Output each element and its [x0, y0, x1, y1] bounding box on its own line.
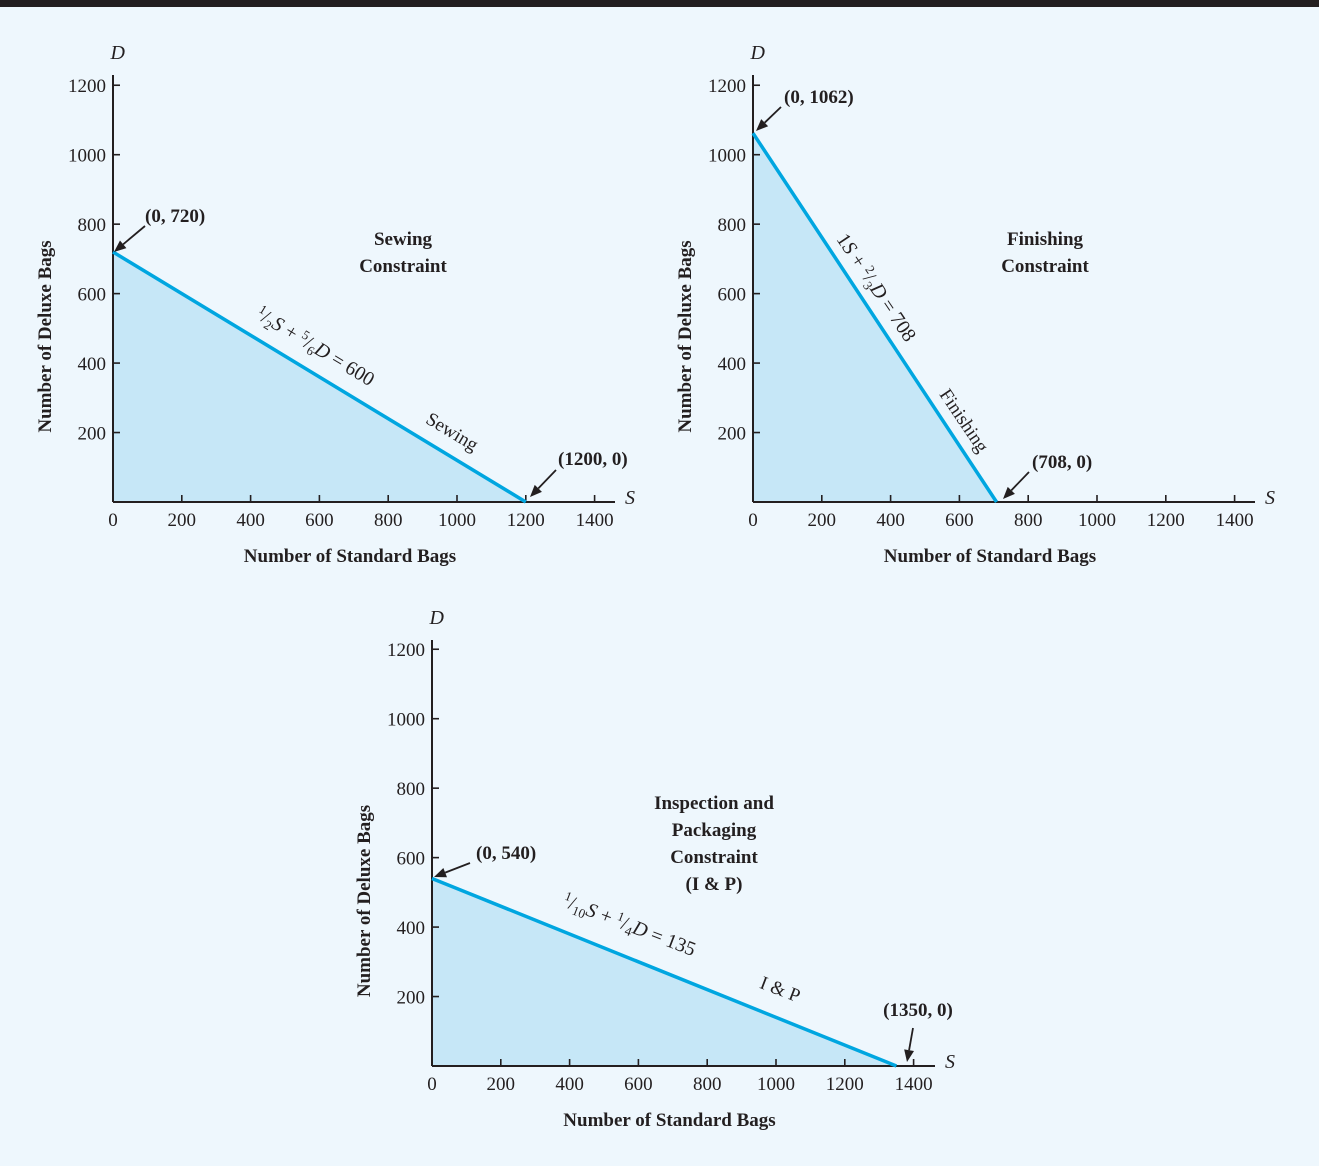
intercept-arrow-shaft [537, 469, 557, 489]
intercept-arrow-head [530, 484, 542, 497]
x-axis-title: Number of Standard Bags [563, 1110, 775, 1131]
equation-fraction-num: 1 [615, 908, 626, 924]
x-tick-label: 1000 [1078, 510, 1116, 531]
equation-rhs: = 135 [643, 922, 699, 961]
equation-fraction-den: 4 [623, 923, 635, 940]
chart-2: 0 200 400 600 800 1000 1200 1400 200 400 600 800 100… [675, 42, 1275, 567]
x-axis-variable: S [625, 487, 635, 509]
y-axis-title: Number of Deluxe Bags [35, 240, 56, 432]
x-tick-label: 800 [693, 1074, 722, 1095]
intercept-label: (708, 0) [1032, 452, 1092, 473]
x-tick-label: 0 [748, 510, 758, 531]
y-tick-label: 1000 [68, 146, 106, 167]
y-tick-label: 1200 [68, 76, 106, 97]
x-tick-label: 1400 [1216, 510, 1254, 531]
x-tick-label: 1200 [1147, 510, 1185, 531]
intercept-arrow-head [1003, 486, 1015, 499]
intercept-arrow-head [114, 240, 127, 252]
x-tick-label: 200 [808, 510, 837, 531]
intercept-label: (1350, 0) [883, 1000, 953, 1021]
intercept-arrow-shaft [908, 1027, 914, 1051]
intercept-label: (0, 540) [476, 843, 536, 864]
x-tick-label: 0 [108, 510, 118, 531]
top-bar [0, 0, 1319, 7]
constraint-line [751, 132, 999, 503]
x-tick-label: 1000 [438, 510, 476, 531]
intercept-arrow-head [904, 1049, 915, 1062]
x-axis-title: Number of Standard Bags [884, 546, 1096, 567]
constraint-line [112, 250, 527, 504]
chart-title-line: Constraint [359, 256, 447, 277]
equation-fraction-den: 10 [570, 903, 588, 922]
y-tick-label: 800 [78, 215, 107, 236]
x-tick-label: 600 [305, 510, 334, 531]
y-tick-label: 800 [397, 779, 426, 800]
x-tick-label: 200 [487, 1074, 516, 1095]
y-tick-label: 1000 [708, 146, 746, 167]
constraint-line [431, 876, 898, 1068]
y-tick-label: 1200 [708, 76, 746, 97]
y-axis-title: Number of Deluxe Bags [675, 240, 696, 432]
intercept-arrow-shaft [764, 106, 782, 124]
y-tick-label: 600 [397, 849, 426, 870]
x-tick-label: 400 [236, 510, 265, 531]
x-axis-variable: S [1265, 487, 1275, 509]
x-tick-label: 1400 [576, 510, 614, 531]
x-tick-label: 400 [876, 510, 905, 531]
x-axis-variable: S [945, 1051, 955, 1073]
chart-title-line: Sewing [374, 229, 433, 250]
intercept-label: (0, 1062) [784, 87, 854, 108]
intercept-arrow-shaft [122, 225, 146, 245]
x-tick-label: 0 [427, 1074, 437, 1095]
y-axis-variable: D [750, 42, 766, 64]
x-tick-label: 800 [374, 510, 403, 531]
x-tick-label: 600 [624, 1074, 653, 1095]
x-tick-label: 1000 [757, 1074, 795, 1095]
chart-1: 0 200 400 600 800 1000 1200 1400 200 400 600 800 100… [35, 42, 635, 567]
y-tick-label: 600 [718, 285, 747, 306]
x-tick-label: 400 [555, 1074, 584, 1095]
intercept-label: (1200, 0) [558, 449, 628, 470]
y-tick-label: 400 [397, 918, 426, 939]
chart-title-line: Constraint [670, 847, 758, 868]
constraint-line-name: I & P [757, 973, 803, 1007]
chart-title-line: Packaging [672, 820, 757, 841]
y-tick-label: 800 [718, 215, 747, 236]
y-axis-variable: D [429, 607, 445, 629]
x-axis-title: Number of Standard Bags [244, 546, 456, 567]
y-axis-title: Number of Deluxe Bags [354, 805, 375, 997]
x-tick-label: 1200 [826, 1074, 864, 1095]
y-tick-label: 400 [718, 354, 747, 375]
y-tick-label: 600 [78, 285, 107, 306]
y-tick-label: 200 [78, 424, 107, 445]
equation-fraction-num: 1 [563, 888, 574, 904]
y-tick-label: 200 [718, 424, 747, 445]
x-tick-label: 200 [168, 510, 197, 531]
x-tick-label: 800 [1014, 510, 1043, 531]
intercept-arrow-shaft [444, 862, 471, 874]
chart-title-line: Finishing [1007, 229, 1084, 250]
chart-title-line: Constraint [1001, 256, 1089, 277]
y-tick-label: 1200 [387, 640, 425, 661]
intercept-label: (0, 720) [145, 206, 205, 227]
intercept-arrow-head [434, 867, 447, 878]
y-tick-label: 400 [78, 354, 107, 375]
chart-title-line: (I & P) [686, 874, 743, 895]
intercept-arrow-head [756, 119, 769, 131]
chart-3: 0 200 400 600 800 1000 1200 1400 200 400 600 800 100… [354, 607, 955, 1131]
intercept-arrow-shaft [1010, 471, 1030, 491]
y-tick-label: 1000 [387, 710, 425, 731]
x-tick-label: 600 [945, 510, 974, 531]
y-tick-label: 200 [397, 988, 426, 1009]
chart-title-line: Inspection and [654, 793, 774, 814]
x-tick-label: 1400 [895, 1074, 933, 1095]
y-axis-variable: D [110, 42, 126, 64]
x-tick-label: 1200 [507, 510, 545, 531]
